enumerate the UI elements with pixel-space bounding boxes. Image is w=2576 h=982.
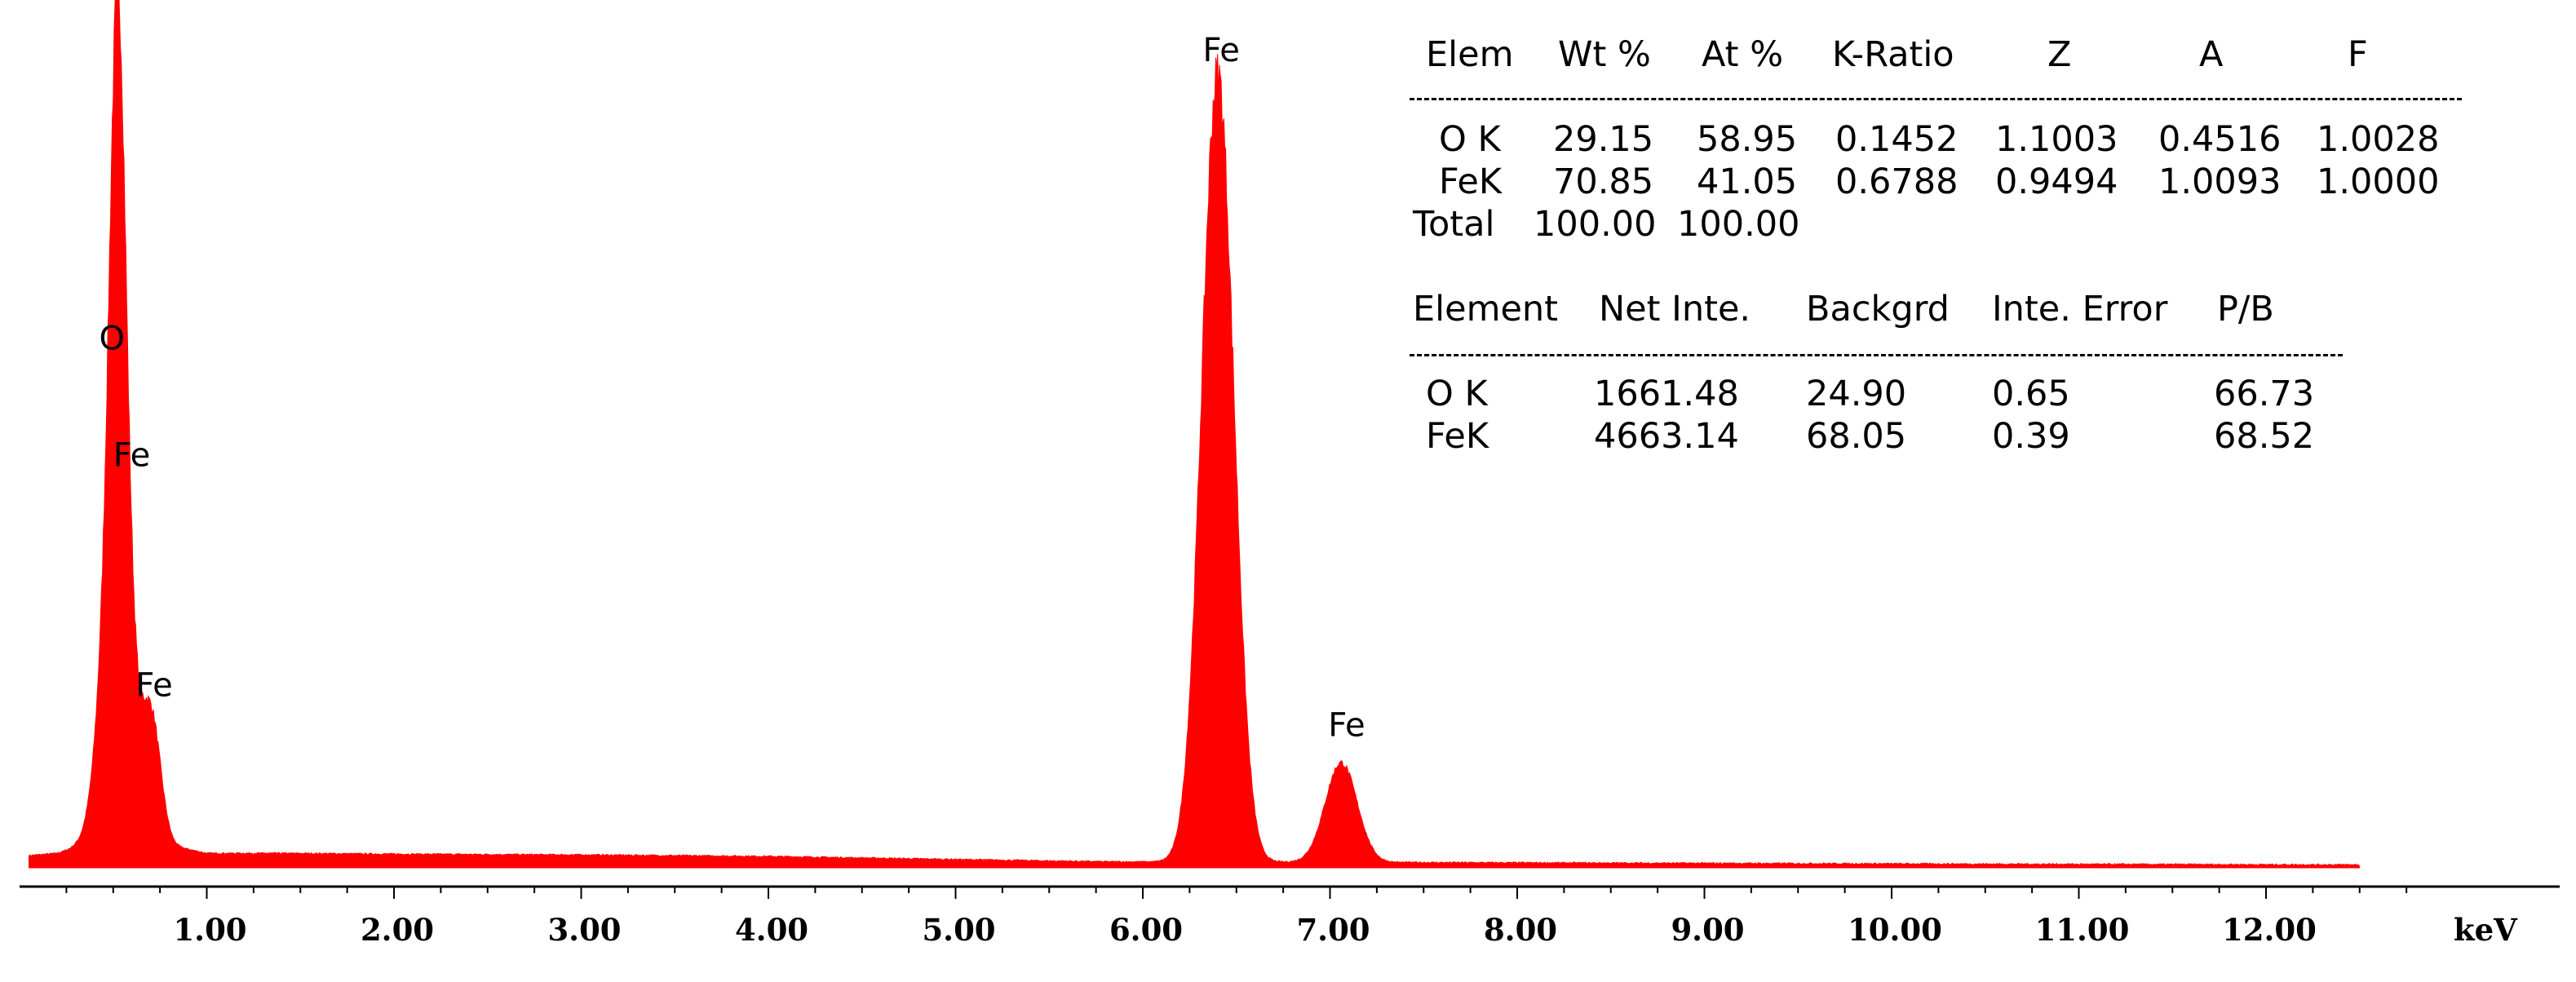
x-tick-label: 5.00: [922, 912, 995, 948]
peak-label-fe: Fe: [1202, 32, 1239, 69]
x-axis-label: keV: [2454, 912, 2518, 948]
x-tick-label: 7.00: [1296, 912, 1370, 948]
intensity-header-backgrd: Backgrd: [1806, 289, 1950, 330]
intensity-table: Element Net Inte. Backgrd Inte. Error P/…: [1410, 289, 2356, 468]
intensity-header-error: Inte. Error: [1992, 289, 2168, 330]
x-tick-label: 2.00: [361, 912, 434, 948]
quant-cell: FeK: [1439, 161, 1503, 202]
quant-cell: 58.95: [1697, 119, 1798, 160]
intensity-cell: O K: [1426, 374, 1488, 414]
intensity-divider: [1410, 354, 2343, 356]
quant-cell: 29.15: [1553, 119, 1654, 160]
intensity-header-pb: P/B: [2217, 289, 2274, 330]
intensity-cell: 1661.48: [1594, 374, 1739, 414]
intensity-cell: 24.90: [1806, 374, 1907, 414]
x-tick-label: 12.00: [2222, 912, 2317, 948]
quant-cell: 100.00: [1534, 204, 1657, 245]
peak-label-fe: Fe: [1328, 706, 1365, 744]
intensity-row-o: O K 1661.48 24.90 0.65 66.73: [1410, 374, 2314, 414]
quant-cell: 41.05: [1697, 161, 1798, 202]
peak-label-o: O: [100, 321, 125, 358]
intensity-cell: FeK: [1426, 416, 1489, 457]
peak-label-fe: Fe: [135, 666, 172, 704]
intensity-header-row: Element Net Inte. Backgrd Inte. Error P/…: [1410, 289, 2274, 330]
quant-cell: 0.1452: [1835, 119, 1959, 160]
quant-divider: [1410, 98, 2462, 100]
quant-cell: 0.9494: [1995, 161, 2118, 202]
x-tick-label: 10.00: [1848, 912, 1942, 948]
quant-cell: 1.0000: [2317, 161, 2440, 202]
quant-cell: 100.00: [1677, 204, 1800, 245]
quant-header-z: Z: [2047, 34, 2072, 75]
quant-header-kratio: K-Ratio: [1832, 34, 1954, 75]
x-tick-label: 11.00: [2035, 912, 2130, 948]
quant-cell: O K: [1439, 119, 1501, 160]
quant-cell: 1.0093: [2158, 161, 2282, 202]
x-axis-ticks: 1.00 2.00 3.00 4.00 5.00 6.00 7.00 8.00 9.00 10.0…: [65, 887, 2408, 948]
intensity-cell: 68.05: [1806, 416, 1907, 457]
intensity-cell: 0.39: [1992, 416, 2070, 457]
quant-cell: 70.85: [1553, 161, 1654, 202]
intensity-cell: 68.52: [2214, 416, 2315, 457]
x-tick-label: 4.00: [735, 912, 808, 948]
x-tick-label: 6.00: [1109, 912, 1183, 948]
quant-cell: Total: [1413, 204, 1495, 245]
quant-cell: 1.0028: [2317, 119, 2440, 160]
x-tick-label: 1.00: [173, 912, 246, 948]
quant-row-fe: FeK 70.85 41.05 0.6788 0.9494 1.0093 1.0…: [1410, 161, 2439, 202]
quant-cell: 0.4516: [2158, 119, 2282, 160]
x-tick-label: 3.00: [547, 912, 621, 948]
peak-label-fe: Fe: [113, 436, 150, 474]
quantification-table: Elem Wt % At % K-Ratio Z A F O K 29.15 5…: [1410, 34, 2470, 254]
quant-row-o: O K 29.15 58.95 0.1452 1.1003 0.4516 1.0…: [1410, 119, 2439, 160]
intensity-cell: 0.65: [1992, 374, 2070, 414]
quant-header-elem: Elem: [1426, 34, 1514, 75]
x-tick-label: 9.00: [1671, 912, 1744, 948]
intensity-cell: 4663.14: [1594, 416, 1739, 457]
quant-header-at: At %: [1702, 34, 1784, 75]
peak-labels: O Fe Fe Fe Fe: [100, 32, 1365, 744]
quant-header-f: F: [2348, 34, 2368, 75]
intensity-cell: 66.73: [2214, 374, 2315, 414]
quant-header-row: Elem Wt % At % K-Ratio Z A F: [1410, 34, 2368, 75]
x-tick-label: 8.00: [1484, 912, 1557, 948]
quant-row-total: Total 100.00 100.00: [1410, 204, 1799, 245]
quant-header-wt: Wt %: [1558, 34, 1651, 75]
spectrum-area: [29, 0, 2361, 869]
intensity-row-fe: FeK 4663.14 68.05 0.39 68.52: [1410, 416, 2314, 457]
quant-cell: 0.6788: [1835, 161, 1959, 202]
quant-header-a: A: [2199, 34, 2224, 75]
intensity-header-element: Element: [1413, 289, 1559, 330]
quant-cell: 1.1003: [1995, 119, 2118, 160]
intensity-header-net: Net Inte.: [1599, 289, 1751, 330]
